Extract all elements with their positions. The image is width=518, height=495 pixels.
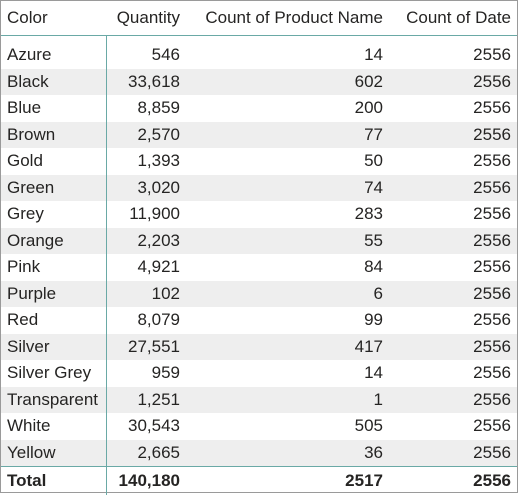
cell-count-date: 2556 bbox=[389, 254, 517, 281]
cell-count-date: 2556 bbox=[389, 148, 517, 175]
cell-count-date: 2556 bbox=[389, 387, 517, 414]
cell-color: Grey bbox=[1, 201, 106, 228]
total-count-date: 2556 bbox=[389, 467, 517, 495]
cell-count-date: 2556 bbox=[389, 281, 517, 308]
cell-quantity: 27,551 bbox=[106, 334, 186, 361]
table-row: Yellow 2,665 36 2556 bbox=[1, 440, 517, 467]
cell-color: Black bbox=[1, 69, 106, 96]
cell-color: Azure bbox=[1, 36, 106, 69]
header-row: Color Quantity Count of Product Name Cou… bbox=[1, 1, 517, 36]
table-row: Transparent 1,251 1 2556 bbox=[1, 387, 517, 414]
cell-count-date: 2556 bbox=[389, 228, 517, 255]
table-row: Purple 102 6 2556 bbox=[1, 281, 517, 308]
cell-color: Transparent bbox=[1, 387, 106, 414]
cell-quantity: 1,251 bbox=[106, 387, 186, 414]
cell-quantity: 30,543 bbox=[106, 413, 186, 440]
column-header-count-product-name[interactable]: Count of Product Name bbox=[186, 1, 389, 36]
cell-count-product-name: 55 bbox=[186, 228, 389, 255]
table-row: Blue 8,859 200 2556 bbox=[1, 95, 517, 122]
cell-count-product-name: 36 bbox=[186, 440, 389, 467]
table-row: Red 8,079 99 2556 bbox=[1, 307, 517, 334]
cell-count-date: 2556 bbox=[389, 95, 517, 122]
table-row: Silver 27,551 417 2556 bbox=[1, 334, 517, 361]
cell-quantity: 3,020 bbox=[106, 175, 186, 202]
cell-quantity: 102 bbox=[106, 281, 186, 308]
cell-quantity: 1,393 bbox=[106, 148, 186, 175]
cell-count-date: 2556 bbox=[389, 413, 517, 440]
cell-color: Orange bbox=[1, 228, 106, 255]
cell-color: Silver bbox=[1, 334, 106, 361]
cell-quantity: 2,665 bbox=[106, 440, 186, 467]
total-count-product-name: 2517 bbox=[186, 467, 389, 495]
table-row: Gold 1,393 50 2556 bbox=[1, 148, 517, 175]
cell-quantity: 4,921 bbox=[106, 254, 186, 281]
column-header-count-date[interactable]: Count of Date bbox=[389, 1, 517, 36]
column-header-quantity[interactable]: Quantity bbox=[106, 1, 186, 36]
table-row: White 30,543 505 2556 bbox=[1, 413, 517, 440]
cell-count-date: 2556 bbox=[389, 334, 517, 361]
table-row: Brown 2,570 77 2556 bbox=[1, 122, 517, 149]
cell-count-date: 2556 bbox=[389, 360, 517, 387]
cell-count-date: 2556 bbox=[389, 201, 517, 228]
cell-count-product-name: 200 bbox=[186, 95, 389, 122]
cell-quantity: 2,203 bbox=[106, 228, 186, 255]
cell-count-product-name: 50 bbox=[186, 148, 389, 175]
cell-count-product-name: 14 bbox=[186, 360, 389, 387]
cell-color: Green bbox=[1, 175, 106, 202]
cell-count-date: 2556 bbox=[389, 440, 517, 467]
cell-quantity: 8,859 bbox=[106, 95, 186, 122]
cell-quantity: 11,900 bbox=[106, 201, 186, 228]
cell-count-product-name: 77 bbox=[186, 122, 389, 149]
cell-count-product-name: 417 bbox=[186, 334, 389, 361]
cell-count-product-name: 74 bbox=[186, 175, 389, 202]
cell-color: Purple bbox=[1, 281, 106, 308]
cell-quantity: 546 bbox=[106, 36, 186, 69]
cell-count-date: 2556 bbox=[389, 122, 517, 149]
cell-quantity: 2,570 bbox=[106, 122, 186, 149]
cell-count-product-name: 84 bbox=[186, 254, 389, 281]
cell-count-product-name: 6 bbox=[186, 281, 389, 308]
cell-count-product-name: 99 bbox=[186, 307, 389, 334]
cell-color: Silver Grey bbox=[1, 360, 106, 387]
table-body: Azure 546 14 2556 Black 33,618 602 2556 … bbox=[1, 36, 517, 467]
cell-color: Pink bbox=[1, 254, 106, 281]
cell-count-product-name: 505 bbox=[186, 413, 389, 440]
cell-color: Red bbox=[1, 307, 106, 334]
cell-count-product-name: 14 bbox=[186, 36, 389, 69]
cell-color: Blue bbox=[1, 95, 106, 122]
table-row: Azure 546 14 2556 bbox=[1, 36, 517, 69]
table-row: Grey 11,900 283 2556 bbox=[1, 201, 517, 228]
table-row: Silver Grey 959 14 2556 bbox=[1, 360, 517, 387]
cell-count-date: 2556 bbox=[389, 36, 517, 69]
cell-quantity: 8,079 bbox=[106, 307, 186, 334]
cell-quantity: 959 bbox=[106, 360, 186, 387]
table-row: Green 3,020 74 2556 bbox=[1, 175, 517, 202]
cell-color: White bbox=[1, 413, 106, 440]
cell-color: Gold bbox=[1, 148, 106, 175]
cell-count-product-name: 283 bbox=[186, 201, 389, 228]
total-row: Total 140,180 2517 2556 bbox=[1, 467, 517, 495]
cell-color: Brown bbox=[1, 122, 106, 149]
cell-count-product-name: 602 bbox=[186, 69, 389, 96]
cell-color: Yellow bbox=[1, 440, 106, 467]
total-label: Total bbox=[1, 467, 106, 495]
cell-count-date: 2556 bbox=[389, 307, 517, 334]
table-row: Black 33,618 602 2556 bbox=[1, 69, 517, 96]
table-row: Orange 2,203 55 2556 bbox=[1, 228, 517, 255]
cell-count-date: 2556 bbox=[389, 69, 517, 96]
total-quantity: 140,180 bbox=[106, 467, 186, 495]
column-header-color[interactable]: Color bbox=[1, 1, 106, 36]
cell-count-product-name: 1 bbox=[186, 387, 389, 414]
cell-quantity: 33,618 bbox=[106, 69, 186, 96]
cell-count-date: 2556 bbox=[389, 175, 517, 202]
table-row: Pink 4,921 84 2556 bbox=[1, 254, 517, 281]
